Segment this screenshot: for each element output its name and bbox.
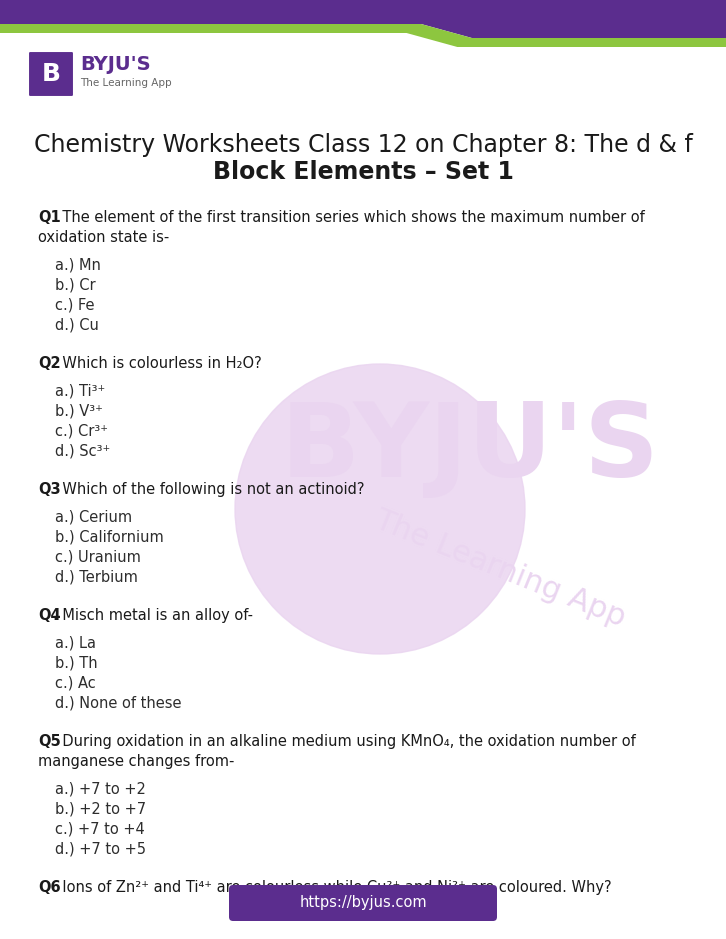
Text: c.) Fe: c.) Fe [55, 298, 94, 313]
Text: b.) +2 to +7: b.) +2 to +7 [55, 802, 146, 817]
Text: . Which of the following is not an actinoid?: . Which of the following is not an actin… [53, 482, 364, 497]
Text: Block Elements – Set 1: Block Elements – Set 1 [213, 160, 513, 184]
Text: c.) +7 to +4: c.) +7 to +4 [55, 822, 144, 837]
Text: b.) Californium: b.) Californium [55, 530, 164, 545]
Text: a.) La: a.) La [55, 636, 96, 651]
Text: . The element of the first transition series which shows the maximum number of: . The element of the first transition se… [53, 210, 645, 225]
Text: . During oxidation in an alkaline medium using KMnO₄, the oxidation number of: . During oxidation in an alkaline medium… [53, 734, 636, 749]
Text: Q2: Q2 [38, 356, 61, 371]
Text: . Misch metal is an alloy of-: . Misch metal is an alloy of- [53, 608, 253, 623]
Text: BYJU'S: BYJU'S [80, 55, 150, 74]
Text: Chemistry Worksheets Class 12 on Chapter 8: The d & f: Chemistry Worksheets Class 12 on Chapter… [33, 133, 693, 157]
Text: . Ions of Zn²⁺ and Ti⁴⁺ are colourless while Cu²⁺ and Ni²⁺ are coloured. Why?: . Ions of Zn²⁺ and Ti⁴⁺ are colourless w… [53, 880, 611, 895]
Text: manganese changes from-: manganese changes from- [38, 754, 234, 769]
Text: c.) Cr³⁺: c.) Cr³⁺ [55, 424, 108, 439]
Text: Q5: Q5 [38, 734, 61, 749]
FancyBboxPatch shape [28, 51, 74, 97]
Text: d.) None of these: d.) None of these [55, 696, 182, 711]
Text: The Learning App: The Learning App [370, 505, 630, 633]
Text: The Learning App: The Learning App [80, 78, 171, 88]
Text: d.) Terbium: d.) Terbium [55, 570, 138, 585]
Text: Q1: Q1 [38, 210, 61, 225]
Text: c.) Ac: c.) Ac [55, 676, 96, 691]
Text: Q4: Q4 [38, 608, 61, 623]
Polygon shape [0, 24, 726, 47]
Text: Q6: Q6 [38, 880, 61, 895]
Text: . Which is colourless in H₂O?: . Which is colourless in H₂O? [53, 356, 262, 371]
Text: d.) Sc³⁺: d.) Sc³⁺ [55, 444, 110, 459]
Text: a.) +7 to +2: a.) +7 to +2 [55, 782, 146, 797]
Polygon shape [0, 0, 726, 38]
Text: https://byjus.com: https://byjus.com [299, 896, 427, 911]
Text: a.) Cerium: a.) Cerium [55, 510, 132, 525]
Text: b.) Th: b.) Th [55, 656, 97, 671]
Text: c.) Uranium: c.) Uranium [55, 550, 141, 565]
Text: Q3: Q3 [38, 482, 61, 497]
Text: a.) Mn: a.) Mn [55, 258, 101, 273]
Text: a.) Ti³⁺: a.) Ti³⁺ [55, 384, 105, 399]
Text: d.) Cu: d.) Cu [55, 318, 99, 333]
Text: BYJU'S: BYJU'S [280, 398, 659, 500]
Text: b.) Cr: b.) Cr [55, 278, 96, 293]
FancyBboxPatch shape [229, 885, 497, 921]
Text: d.) +7 to +5: d.) +7 to +5 [55, 842, 146, 857]
Text: oxidation state is-: oxidation state is- [38, 230, 169, 245]
Circle shape [235, 364, 525, 654]
Text: B: B [41, 62, 60, 86]
Text: b.) V³⁺: b.) V³⁺ [55, 404, 103, 419]
